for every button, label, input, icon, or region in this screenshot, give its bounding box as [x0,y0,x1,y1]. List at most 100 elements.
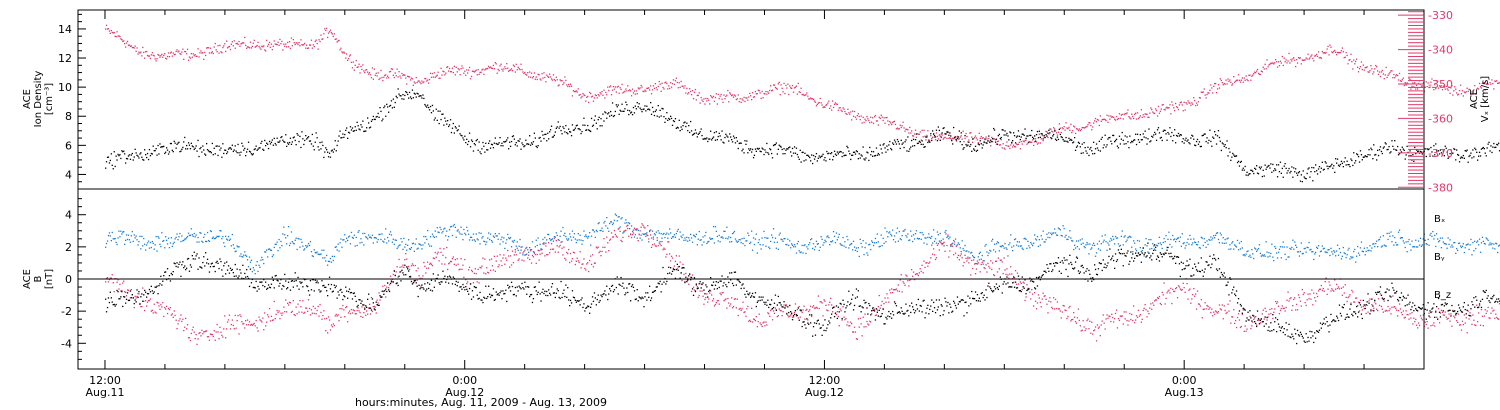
density-point [1457,154,1460,156]
by-point [149,241,152,244]
vx-point [265,50,267,52]
density-point [871,150,873,153]
by-point [1088,253,1090,255]
by-point [902,230,904,232]
by-point [548,233,550,236]
by-point [896,227,899,229]
density-point [120,157,122,160]
vx-point [1392,77,1394,79]
vx-point [564,76,566,78]
density-point [253,148,255,151]
density-point [776,153,778,155]
by-point [846,235,848,238]
vx-point [413,81,415,83]
by-point [844,241,846,243]
density-point [1362,156,1364,158]
vx-point [1200,91,1202,93]
vx-point [811,98,813,100]
density-point [600,118,602,120]
density-point [582,124,584,126]
vx-point [1185,102,1187,104]
density-point [1408,155,1410,157]
density-point [928,140,930,142]
by-point [537,237,539,239]
density-point [1161,139,1163,142]
vx-point [750,95,752,97]
by-point [919,232,921,234]
density-point [1023,134,1025,136]
vx-point [785,84,787,87]
vx-point [740,101,742,103]
vx-point [230,43,232,45]
density-point [458,125,460,127]
vx-point [1291,60,1293,62]
vx-point [431,72,434,75]
by-point [315,252,317,254]
density-point [1200,145,1202,148]
by-point [167,237,170,239]
density-point [143,159,145,161]
by-point [589,232,591,234]
vx-point [374,74,376,76]
by-point [1348,247,1350,249]
density-point [1088,154,1090,157]
density-point [1135,133,1137,135]
by-point [327,260,330,262]
vx-point [1301,59,1303,61]
density-point [1143,136,1145,138]
by-point [1255,248,1257,250]
vx-point [715,93,717,95]
vx-point [476,74,478,76]
by-point [777,248,779,250]
by-point [1082,242,1084,244]
by-point [673,234,676,236]
vx-point [1214,83,1216,85]
by-point [1159,242,1161,244]
by-point [698,230,700,233]
by-point [825,241,827,243]
vx-point [1175,106,1178,108]
vx-point [1191,102,1193,104]
by-point [705,231,707,234]
by-point [885,241,887,243]
density-point [866,151,868,153]
vx-point [217,45,219,47]
vx-point [518,67,520,70]
density-point [887,149,889,151]
by-point [200,232,202,234]
vx-point [1481,82,1484,84]
vx-point [1125,113,1127,115]
by-point [242,256,244,258]
by-point [907,233,909,235]
density-point [281,136,283,138]
by-series [105,213,1500,275]
by-point [1170,238,1172,241]
density-point [764,149,766,151]
density-point [654,110,656,113]
vx-point [1369,70,1371,72]
vx-point [1149,112,1151,114]
vx-point [1313,60,1315,62]
by-point [1481,236,1484,238]
density-point [325,147,327,149]
density-point [631,114,634,116]
by-point [472,233,475,235]
density-point [153,150,155,152]
vx-point [1177,108,1180,111]
vx-point [1171,101,1173,103]
density-point [1477,159,1479,161]
density-point [1250,169,1252,171]
vx-point [1006,141,1008,143]
by-point [1051,234,1053,236]
vx-point [677,87,679,89]
vx-point [1360,61,1363,63]
by-point [120,230,122,232]
vx-point [763,92,765,95]
by-point [1355,261,1357,263]
by-point [235,250,237,252]
density-point [630,111,633,113]
by-point [984,245,986,247]
vx-point [428,78,431,81]
by-point [1038,239,1040,241]
